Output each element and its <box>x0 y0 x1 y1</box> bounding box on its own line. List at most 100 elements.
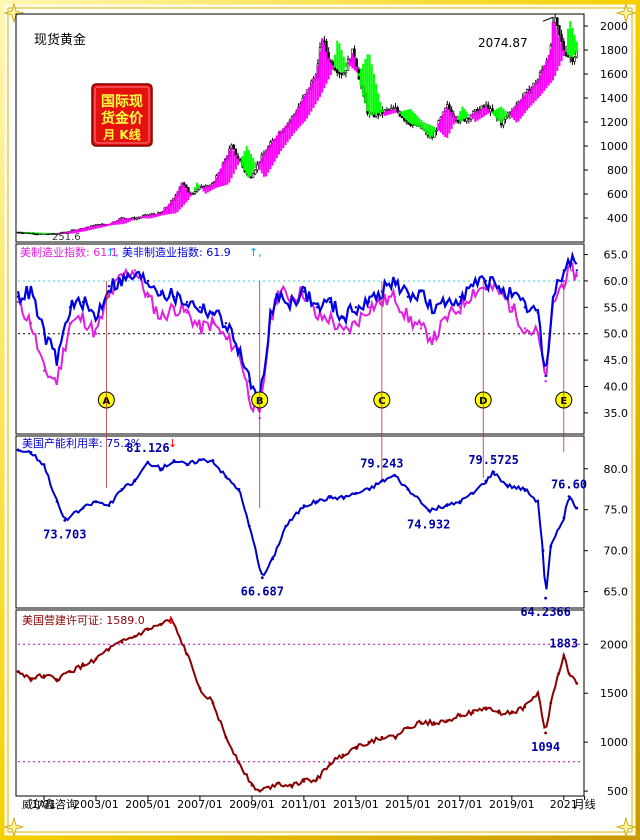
price-candle-body <box>400 115 404 118</box>
permits-data-point <box>562 654 566 658</box>
price-candle-body <box>571 56 574 62</box>
ism-data-point <box>536 311 540 314</box>
x-tick-label: 2011/01 <box>281 798 327 811</box>
price-candle-body <box>36 233 39 236</box>
price-candle-body <box>556 17 559 26</box>
capacity-data-point <box>271 557 275 561</box>
ism-data-point <box>16 295 20 298</box>
ism-data-point <box>445 300 449 304</box>
ism-data-point <box>248 380 251 383</box>
ism-data-point <box>315 316 319 320</box>
price-candle-body <box>329 60 332 63</box>
ism-data-point <box>432 337 436 341</box>
x-tick-label: 2007/01 <box>177 798 223 811</box>
x-tick-label: 2003/01 <box>73 798 119 811</box>
ism-data-point <box>367 306 371 309</box>
data-annotation: 64.2366 <box>520 605 571 619</box>
y-tick-label: 800 <box>607 164 628 177</box>
capacity-data-point <box>393 473 397 477</box>
y-tick-label: 400 <box>607 212 628 225</box>
capacity-data-point <box>159 467 163 471</box>
permits-data-point <box>68 670 72 674</box>
ism-data-point <box>198 327 202 330</box>
permits-legend-name: 美国营建许可证 <box>22 613 99 627</box>
y-tick-label: 1800 <box>600 44 628 57</box>
permits-data-point <box>258 789 262 793</box>
price-candle-body <box>573 56 576 62</box>
price-candle-body <box>21 232 24 234</box>
capacity-series-line <box>17 449 578 590</box>
data-annotation: 1883 <box>549 637 578 651</box>
price-candle-body <box>323 40 326 43</box>
price-candle-body <box>144 214 147 217</box>
ism-data-point <box>432 311 436 314</box>
up-arrow-icon: ↑, <box>106 246 119 259</box>
ism-data-point <box>445 316 449 320</box>
capacity-data-point <box>523 487 527 491</box>
price-candle-body <box>338 72 341 75</box>
ism-data-point <box>354 306 358 309</box>
peak-pointer <box>542 16 554 22</box>
capacity-data-point <box>341 496 345 499</box>
price-candle-body <box>200 185 203 188</box>
permits-data-point <box>523 705 527 709</box>
gold-peak-label: 2074.87 <box>478 36 528 50</box>
x-tick-label: 2009/01 <box>229 798 275 811</box>
ism-data-point <box>393 279 397 283</box>
y-tick-label: 55.0 <box>604 301 629 314</box>
y-tick-label: 40.0 <box>604 381 629 394</box>
ism-data-point <box>159 316 163 320</box>
permits-data-point <box>120 640 124 644</box>
capacity-data-point <box>63 518 67 522</box>
capacity-data-point <box>427 509 431 512</box>
ism-data-point <box>497 285 501 288</box>
permits-legend: 美国营建许可证: 1589.0 ↓ <box>22 613 175 627</box>
ism-data-point <box>107 295 111 298</box>
gold-low-label: 251.6 <box>52 232 81 243</box>
price-candle-body <box>256 163 259 171</box>
price-candle-body <box>53 233 56 235</box>
ism-data-point <box>552 295 555 298</box>
ism-legend-nonmfg-name: 美非制造业指数 <box>122 245 199 259</box>
ism-data-point <box>185 311 189 314</box>
ism-data-point <box>224 337 228 341</box>
ism-data-point <box>562 269 566 272</box>
price-candle-body <box>344 69 348 74</box>
ism-legend-nonmfg-value: 61.9 <box>206 246 231 259</box>
capacity-data-point <box>367 487 371 491</box>
price-candle-body <box>51 233 54 235</box>
ism-data-point <box>406 316 410 320</box>
corner-star-icon <box>3 2 637 838</box>
ism-data-point <box>133 269 137 272</box>
y-tick-label: 1000 <box>600 140 628 153</box>
capacity-data-point <box>198 458 202 462</box>
permits-data-point <box>471 711 475 715</box>
ism-data-point <box>510 306 514 309</box>
permits-data-point <box>55 678 59 681</box>
x-tick-label: 1/01 <box>32 798 57 811</box>
ism-data-point <box>94 332 98 335</box>
capacity-data-point <box>328 496 332 499</box>
price-candle-body <box>16 231 20 234</box>
ism-data-point <box>159 290 163 293</box>
ism-data-point <box>544 374 547 378</box>
permits-data-point <box>16 670 20 674</box>
time-axis: 1/01 2003/01 2005/01 2007/01 2009/01 2011/01 2… <box>16 795 596 811</box>
ism-data-point <box>544 380 547 383</box>
price-candle-body <box>333 67 337 71</box>
capacity-data-point <box>29 450 33 454</box>
ism-data-point <box>341 332 345 335</box>
ism-data-point <box>328 300 332 304</box>
capacity-data-point <box>562 516 566 520</box>
gold-badge-line-3: 月 K线 <box>102 127 140 142</box>
ism-data-point <box>419 327 423 330</box>
ism-data-point <box>406 295 410 298</box>
price-candle-body <box>525 89 529 93</box>
permits-data-point <box>224 735 228 739</box>
ism-data-point <box>16 300 20 304</box>
gold-badge-line-2: 货金价 <box>100 110 144 127</box>
permits-data-point <box>419 721 423 724</box>
ism-data-point <box>55 380 59 383</box>
price-candle-body <box>435 129 438 132</box>
